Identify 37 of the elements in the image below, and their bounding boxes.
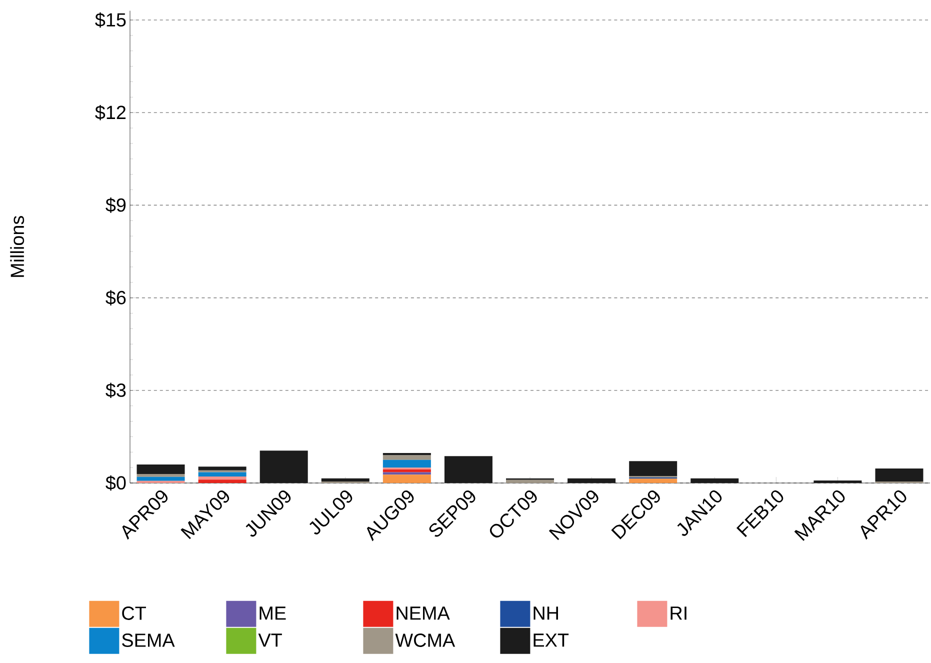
legend-label: NEMA (396, 606, 450, 620)
y-tick-label: $15 (95, 12, 126, 28)
bar (382, 469, 431, 472)
y-tick-label: $3 (106, 382, 126, 398)
bar (382, 455, 431, 460)
y-tick-label: $6 (106, 290, 126, 306)
bar (198, 472, 246, 477)
bar (506, 480, 554, 483)
legend-label: SEMA (122, 634, 175, 647)
bar (382, 472, 431, 475)
bar (568, 478, 616, 483)
bar (444, 456, 492, 483)
legend-label: EXT (534, 634, 569, 647)
bar (198, 476, 246, 480)
legend-label: VT (258, 634, 282, 647)
bar (690, 478, 739, 483)
bar (382, 460, 431, 468)
bar (136, 474, 185, 477)
legend-label: CT (122, 606, 146, 620)
legend-label: NH (534, 606, 558, 620)
y-tick-label: $9 (106, 198, 126, 213)
y-tick-label: $0 (106, 475, 126, 491)
bar (629, 478, 678, 483)
bar (260, 450, 308, 483)
bar (198, 466, 246, 470)
legend-label: WCMA (395, 634, 456, 647)
y-tick-label: $12 (95, 104, 126, 120)
legend-label: ME (260, 606, 286, 620)
legend-label: RI (670, 606, 686, 620)
bar (382, 474, 431, 483)
bar (875, 468, 924, 482)
y-axis-title: Millions (10, 216, 24, 277)
bar (629, 461, 678, 476)
bar (136, 476, 185, 481)
bar (321, 478, 370, 482)
bar (198, 480, 246, 483)
bar (136, 464, 185, 474)
